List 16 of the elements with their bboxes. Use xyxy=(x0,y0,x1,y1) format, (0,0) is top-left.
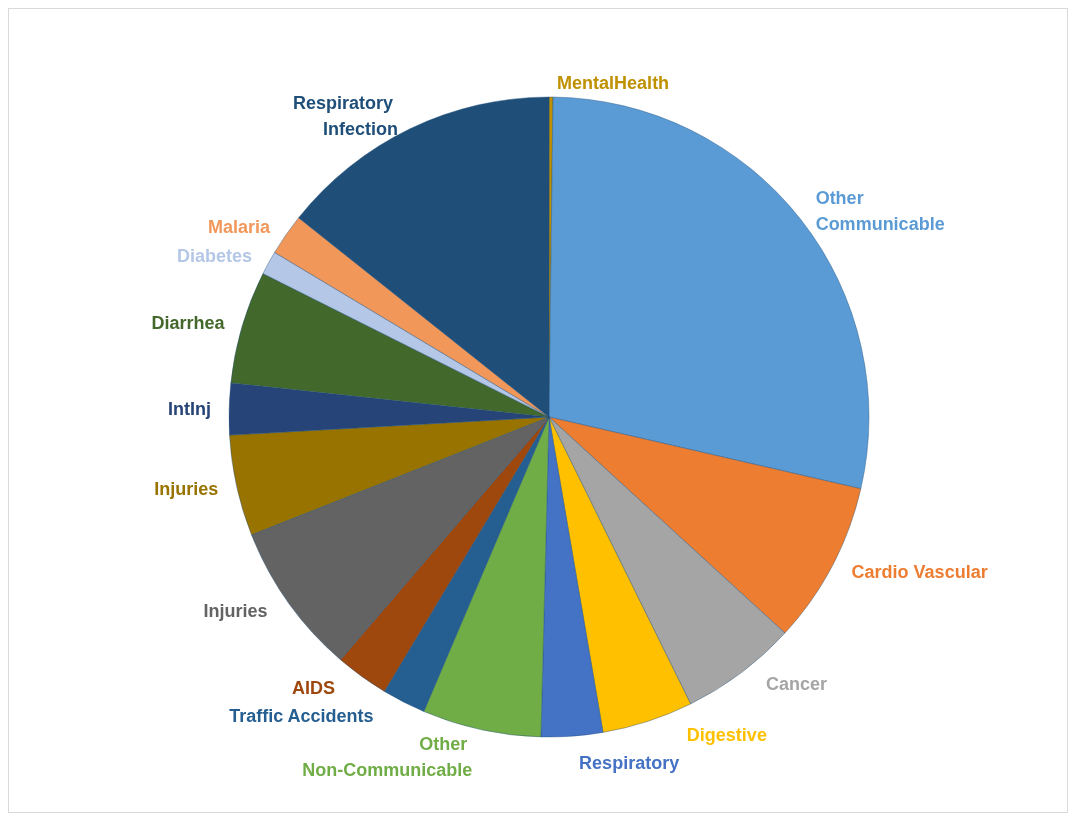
slice-label: Diarrhea xyxy=(151,312,226,333)
slice-label: MentalHealth xyxy=(557,73,670,94)
slice-label: Malaria xyxy=(208,216,272,237)
slice-label: Other Non-Communicable xyxy=(302,733,473,780)
slice-label: IntInj xyxy=(168,398,212,419)
slice-label: Respiratory xyxy=(579,752,680,773)
slice-label: Traffic Accidents xyxy=(229,705,374,726)
slice-label: Respiratory Infection xyxy=(292,93,398,140)
slice-label: Digestive xyxy=(686,724,767,745)
slice-label: Cancer xyxy=(765,674,827,695)
slice-label: Other Communicable xyxy=(815,187,945,234)
slice-label: Injuries xyxy=(154,478,219,499)
slice-label: AIDS xyxy=(292,677,336,698)
slice-label: Diabetes xyxy=(176,246,253,267)
slice-label: Injuries xyxy=(203,600,268,621)
slice-label: Cardio Vascular xyxy=(851,562,988,583)
